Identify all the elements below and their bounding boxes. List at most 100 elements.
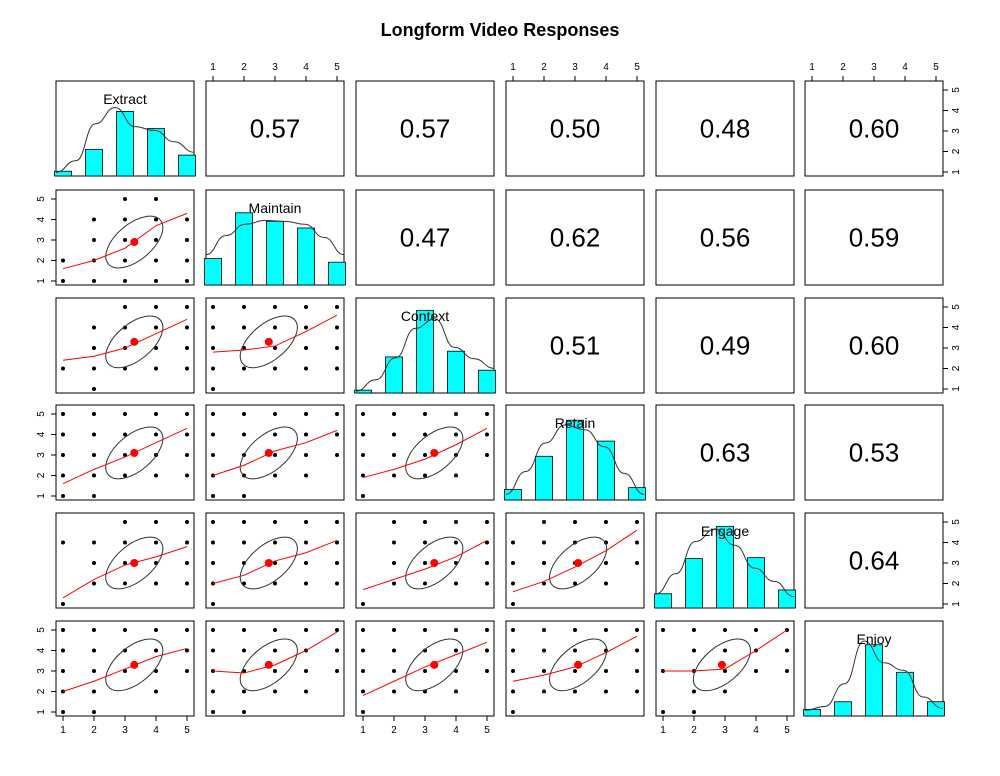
tick-label: 1 [36,709,47,715]
data-point [92,412,96,416]
data-point [273,628,277,632]
data-point [123,540,127,545]
panel-frame [55,404,195,501]
data-point [92,346,96,350]
data-point [723,689,727,694]
data-point [511,628,515,632]
data-point [361,628,365,632]
data-point [542,669,546,673]
panel-frame [355,80,495,177]
data-point [185,325,189,330]
data-point [454,412,458,416]
data-point [123,581,127,586]
data-point [692,689,696,694]
data-point [92,325,96,330]
data-point [61,432,65,437]
data-point [304,346,308,350]
correlation-value: 0.48 [700,114,751,144]
loess-line [212,631,338,674]
histogram-bar [385,356,403,394]
data-point [185,628,189,632]
data-point [361,453,365,457]
tick-label: 3 [871,62,877,73]
data-point [185,432,189,437]
data-point [273,581,277,586]
tick-label: 1 [510,62,516,73]
data-point [635,540,639,545]
data-point [154,366,158,371]
data-point [635,689,639,694]
data-point [123,258,127,263]
correlation-value: 0.51 [550,331,601,361]
data-point [692,628,696,632]
data-point [511,602,515,606]
mean-point [130,238,139,247]
data-point [61,453,65,457]
histogram-bar [54,170,72,177]
mean-point [130,660,139,669]
tick-label: 1 [660,725,666,736]
data-point [123,520,127,524]
panel-frame [655,404,795,501]
data-point [123,197,127,201]
data-point [154,217,158,222]
panel-frame [655,80,795,177]
data-point [185,561,189,565]
data-point [485,520,489,524]
correlation-ellipse [105,426,164,480]
data-point [273,432,277,437]
histogram-bar [447,350,465,394]
tick-label: 2 [36,257,47,263]
data-point [123,238,127,242]
histogram-bar [865,644,883,717]
data-point [454,648,458,653]
tick-label: 5 [951,519,962,525]
mean-point [130,337,139,346]
loess-line [62,647,188,692]
data-point [273,520,277,524]
data-point [61,648,65,653]
data-point [511,540,515,545]
data-point [92,648,96,653]
data-point [423,520,427,524]
panel-frame [205,404,345,501]
variable-label: Retain [555,415,595,431]
tick-label: 1 [951,386,962,392]
histogram-bar [685,558,703,609]
correlation-value: 0.49 [700,331,751,361]
data-point [61,258,65,263]
data-point [661,710,665,714]
histogram-bar [416,309,434,394]
correlation-value: 0.57 [400,114,451,144]
data-point [92,540,96,545]
histogram-bar [116,111,134,177]
loess-line [362,540,488,591]
data-point [635,520,639,524]
panel-frame [804,297,944,394]
data-point [242,325,246,330]
correlation-ellipse [239,638,298,692]
data-point [485,432,489,437]
data-point [92,561,96,565]
histogram-bar [654,593,672,609]
data-point [185,453,189,457]
data-point [335,669,339,673]
histogram-bar [778,589,796,609]
data-point [92,217,96,222]
data-point [273,561,277,565]
tick-label: 4 [951,107,962,113]
histogram-bar [927,701,945,717]
data-point [154,258,158,263]
loess-line [62,212,188,270]
panel-frame [55,189,195,286]
tick-label: 3 [572,62,578,73]
mean-point [574,660,583,669]
data-point [211,346,215,350]
data-point [573,628,577,632]
data-point [92,689,96,694]
data-point [273,689,277,694]
data-point [635,648,639,653]
data-point [185,238,189,242]
tick-label: 5 [334,62,340,73]
